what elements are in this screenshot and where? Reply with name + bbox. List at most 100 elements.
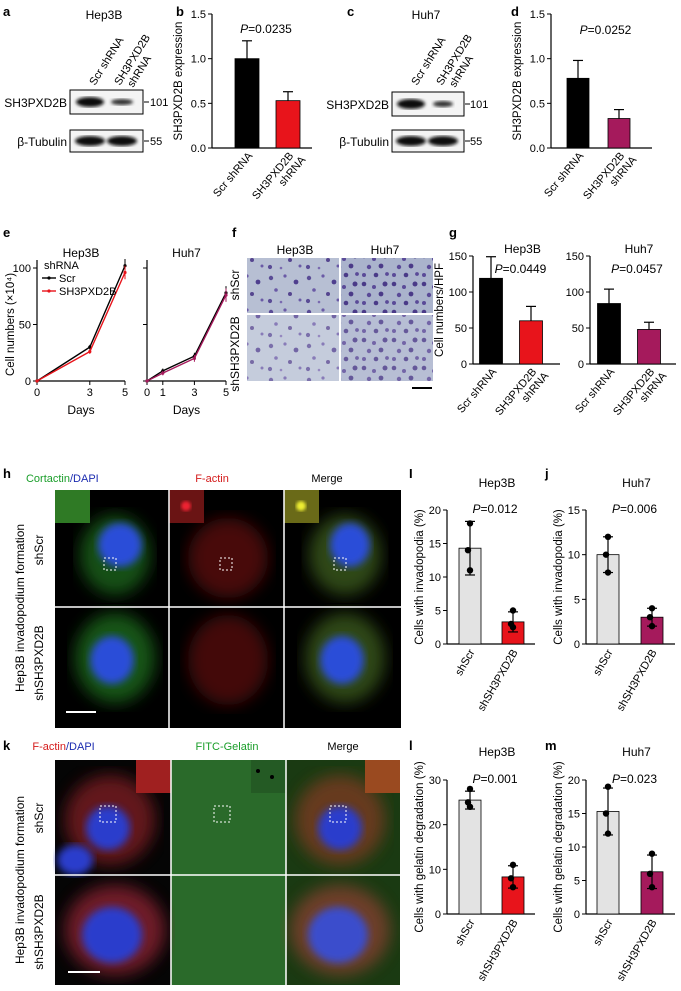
blot-a-mw2: 55 xyxy=(150,136,162,148)
x-label-m-0: shScr xyxy=(591,917,616,948)
y-tick-label-g2: 150 xyxy=(566,251,584,263)
panel-k-images xyxy=(55,760,400,985)
panel-h-col1-a: Cortactin xyxy=(26,473,70,485)
blot-a-band3 xyxy=(75,136,105,146)
y-axis-label-b: SH3PXD2B expression xyxy=(173,22,185,141)
p-value-l: P=0.001 xyxy=(472,772,517,786)
chart-title-e1: Hep3B xyxy=(63,246,100,260)
y-tick-label-l: 10 xyxy=(429,864,441,876)
panel-f-image-huh7-kd xyxy=(341,315,433,381)
series-point-e1-1-0 xyxy=(35,379,39,383)
panel-label-m: m xyxy=(545,738,557,753)
panel-label-j: j xyxy=(544,466,549,481)
panel-f-image-hep3b-kd xyxy=(247,315,339,381)
blot-a-band4 xyxy=(107,136,137,146)
y-axis-label-d: SH3PXD2B expression xyxy=(512,22,524,141)
blot-c-mw2: 55 xyxy=(470,136,482,148)
blot-c-band2 xyxy=(433,101,453,107)
legend-label-e1-1: SH3PXD2B xyxy=(59,286,116,298)
y-axis-label-g1: Cell numbers/HPF xyxy=(434,263,446,357)
panel-f-row2: shSH3PXD2B xyxy=(228,316,242,391)
bar-g1-1 xyxy=(519,320,543,365)
panel-f-image-huh7-scr xyxy=(341,258,433,313)
x-label-i-1: shSH3PXD2B xyxy=(476,648,521,714)
data-point-j-1-2 xyxy=(648,622,656,630)
y-tick-label-i: 0 xyxy=(435,639,441,651)
blot-c-band4 xyxy=(428,136,458,146)
bar-g2-1 xyxy=(637,329,661,365)
y-axis-label-l: Cells with gelatin degradation (%) xyxy=(414,761,426,932)
y-tick-label-l: 0 xyxy=(435,909,441,921)
y-tick-label-d: 0.5 xyxy=(530,98,545,110)
bar-b-0 xyxy=(234,58,260,149)
x-label-j-1: shSH3PXD2B xyxy=(615,648,660,714)
y-tick-label-d: 1.5 xyxy=(530,9,545,21)
panel-k-row2: shSH3PXD2B xyxy=(32,894,46,969)
y-tick-label-e1: 0 xyxy=(25,376,31,388)
x-tick-label-e2: 3 xyxy=(191,387,197,399)
data-point-m-1-2 xyxy=(648,884,656,891)
panel-label-e: e xyxy=(3,225,10,240)
x-tick-label-e1: 0 xyxy=(34,387,40,399)
p-value-g2: P=0.0457 xyxy=(611,262,663,276)
panel-label-i: I xyxy=(409,466,413,481)
panel-k-col1-a: F-actin xyxy=(32,741,66,753)
data-point-i-0-0 xyxy=(466,520,474,527)
x-axis-label-e2: Days xyxy=(173,403,200,417)
panel-f-col1: Hep3B xyxy=(277,243,314,257)
data-point-j-1-1 xyxy=(646,614,654,621)
chart-title-m: Huh7 xyxy=(622,745,651,759)
series-point-e2-1-3 xyxy=(224,293,228,297)
chart-title-i: Hep3B xyxy=(479,476,516,490)
series-point-e2-1-2 xyxy=(192,356,196,360)
y-tick-label-g1: 50 xyxy=(455,323,467,335)
panel-f-image-hep3b-scr xyxy=(247,258,339,313)
data-point-l-0-0 xyxy=(466,785,474,793)
y-tick-label-g1: 150 xyxy=(449,251,467,263)
y-tick-label-i: 5 xyxy=(435,606,441,618)
blot-a-row2: β-Tubulin xyxy=(17,135,67,149)
data-point-j-1-0 xyxy=(648,605,656,612)
panel-k-col2: FITC-Gelatin xyxy=(196,741,259,753)
data-point-m-1-1 xyxy=(646,870,654,877)
y-tick-label-i: 15 xyxy=(429,539,441,551)
series-point-e2-1-0 xyxy=(145,379,149,383)
panel-label-l: l xyxy=(409,738,413,753)
panel-h-col3: Merge xyxy=(311,473,342,485)
y-axis-label-m: Cells with gelatin degradation (%) xyxy=(553,761,565,932)
x-tick-label-e2: 5 xyxy=(223,387,229,399)
panel-h-row1: shScr xyxy=(32,535,46,566)
y-axis-label-i: Cells with invadopodia (%) xyxy=(414,509,426,645)
panel-label-d: d xyxy=(511,4,519,19)
y-tick-label-m: 10 xyxy=(568,842,580,854)
blot-a-row1: SH3PXD2B xyxy=(4,96,67,110)
y-tick-label-l: 30 xyxy=(429,775,441,787)
blot-a-mw1: 101 xyxy=(150,97,168,109)
panel-h-images xyxy=(55,490,401,728)
chart-title-g1: Hep3B xyxy=(504,242,541,256)
blot-c-row1: SH3PXD2B xyxy=(326,98,389,112)
y-tick-label-m: 15 xyxy=(568,809,580,821)
panel-label-c: c xyxy=(347,4,354,19)
y-tick-label-g1: 100 xyxy=(449,287,467,299)
bar-b-1 xyxy=(275,100,301,149)
blot-a-band1 xyxy=(76,97,104,107)
data-point-l-0-2 xyxy=(466,803,474,810)
x-axis-label-e1: Days xyxy=(67,403,94,417)
p-value-d: P=0.0252 xyxy=(580,23,632,37)
bar-d-1 xyxy=(607,118,631,149)
y-tick-label-e1: 50 xyxy=(19,320,31,332)
legend-marker-e1-1 xyxy=(47,289,51,293)
y-tick-label-m: 20 xyxy=(568,775,580,787)
series-line-e2-1 xyxy=(146,294,227,382)
x-label-m-1: shSH3PXD2B xyxy=(615,918,660,984)
panel-label-a: a xyxy=(3,4,11,19)
data-point-j-0-1 xyxy=(602,551,610,558)
y-tick-label-l: 20 xyxy=(429,820,441,832)
y-tick-label-g1: 0 xyxy=(461,359,467,371)
bar-g2-0 xyxy=(597,303,621,365)
x-label-g2-0: Scr shRNA xyxy=(573,366,618,416)
blot-a-band2 xyxy=(111,99,133,105)
blot-c-mw1: 101 xyxy=(470,99,488,111)
